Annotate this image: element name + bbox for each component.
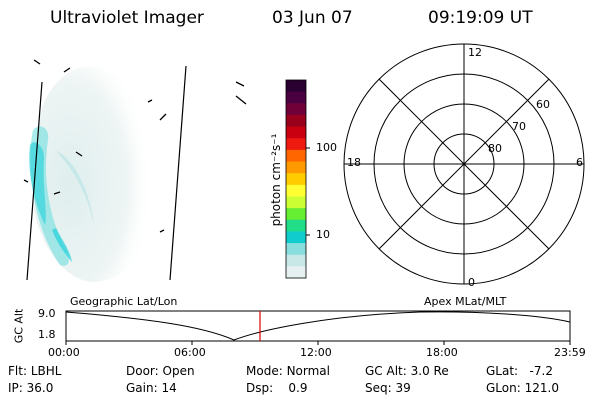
timeline-plot bbox=[65, 310, 571, 345]
info-dsp: Dsp: 0.9 bbox=[246, 381, 308, 395]
timeline-x-tick: 06:00 bbox=[174, 346, 206, 359]
colorbar-tick-100: 100 bbox=[316, 141, 337, 154]
colorbar-segment bbox=[286, 149, 306, 163]
left-limb-line bbox=[26, 81, 43, 281]
info-gain: Gain: 14 bbox=[126, 381, 177, 395]
colorbar-segment bbox=[286, 161, 306, 174]
colorbar-segment bbox=[286, 243, 306, 256]
colorbar-segment bbox=[286, 173, 306, 186]
colorbar-segment bbox=[286, 138, 306, 151]
colorbar-segment bbox=[286, 80, 306, 93]
colorbar-segment bbox=[286, 219, 306, 232]
colorbar-segment bbox=[286, 196, 306, 209]
time-label: 09:19:09 UT bbox=[428, 8, 533, 28]
colorbar-segment bbox=[286, 126, 306, 139]
info-door: Door: Open bbox=[126, 364, 195, 378]
info-seq: Seq: 39 bbox=[365, 381, 411, 395]
colorbar-segment bbox=[286, 184, 306, 197]
colorbar-segment bbox=[286, 114, 306, 128]
colorbar-segment bbox=[286, 254, 306, 267]
colorbar-tick-10: 10 bbox=[316, 228, 330, 241]
timeline-x-tick: 12:00 bbox=[300, 346, 332, 359]
timeline-x-tick: 18:00 bbox=[426, 346, 458, 359]
info-glat: GLat: -7.2 bbox=[486, 364, 553, 378]
uv-image-panel bbox=[23, 59, 247, 282]
info-ip: IP: 36.0 bbox=[8, 381, 54, 395]
auroral-glow bbox=[29, 126, 95, 266]
timeline-y-tick-min: 1.8 bbox=[38, 328, 56, 341]
date-label: 03 Jun 07 bbox=[272, 8, 353, 28]
colorbar-segment bbox=[286, 208, 306, 221]
timeline-right-title: Apex MLat/MLT bbox=[424, 295, 507, 308]
timeline-y-label: GC Alt bbox=[12, 308, 26, 344]
altitude-curve bbox=[65, 311, 571, 341]
mlt-label-12: 12 bbox=[468, 46, 482, 59]
colorbar-label: photon cm⁻²s⁻¹ bbox=[269, 133, 283, 227]
lat-label-80: 80 bbox=[488, 142, 502, 155]
polar-plot bbox=[343, 43, 585, 285]
info-gc-alt: GC Alt: 3.0 Re bbox=[365, 364, 449, 378]
lat-label-60: 60 bbox=[536, 98, 550, 111]
lat-label-70: 70 bbox=[512, 120, 526, 133]
color-bar bbox=[285, 79, 310, 279]
timeline-left-title: Geographic Lat/Lon bbox=[70, 295, 178, 308]
colorbar-segment bbox=[286, 231, 306, 244]
colorbar-segment bbox=[286, 266, 306, 279]
right-limb-line bbox=[169, 65, 187, 281]
instrument-title: Ultraviolet Imager bbox=[50, 8, 204, 28]
timeline-x-tick: 00:00 bbox=[48, 346, 80, 359]
mlt-label-18: 18 bbox=[347, 156, 361, 169]
timeline-x-tick: 23:59 bbox=[554, 346, 586, 359]
info-mode: Mode: Normal bbox=[246, 364, 330, 378]
mlt-label-0: 0 bbox=[468, 276, 475, 289]
colorbar-segment bbox=[286, 91, 306, 104]
earth-disk bbox=[34, 66, 153, 282]
colorbar-segment bbox=[286, 103, 306, 116]
timeline-y-tick-max: 9.0 bbox=[38, 307, 56, 320]
mlt-label-6: 6 bbox=[576, 156, 583, 169]
info-filter: Flt: LBHL bbox=[8, 364, 62, 378]
star-streaks bbox=[23, 59, 247, 233]
info-glon: GLon: 121.0 bbox=[486, 381, 559, 395]
